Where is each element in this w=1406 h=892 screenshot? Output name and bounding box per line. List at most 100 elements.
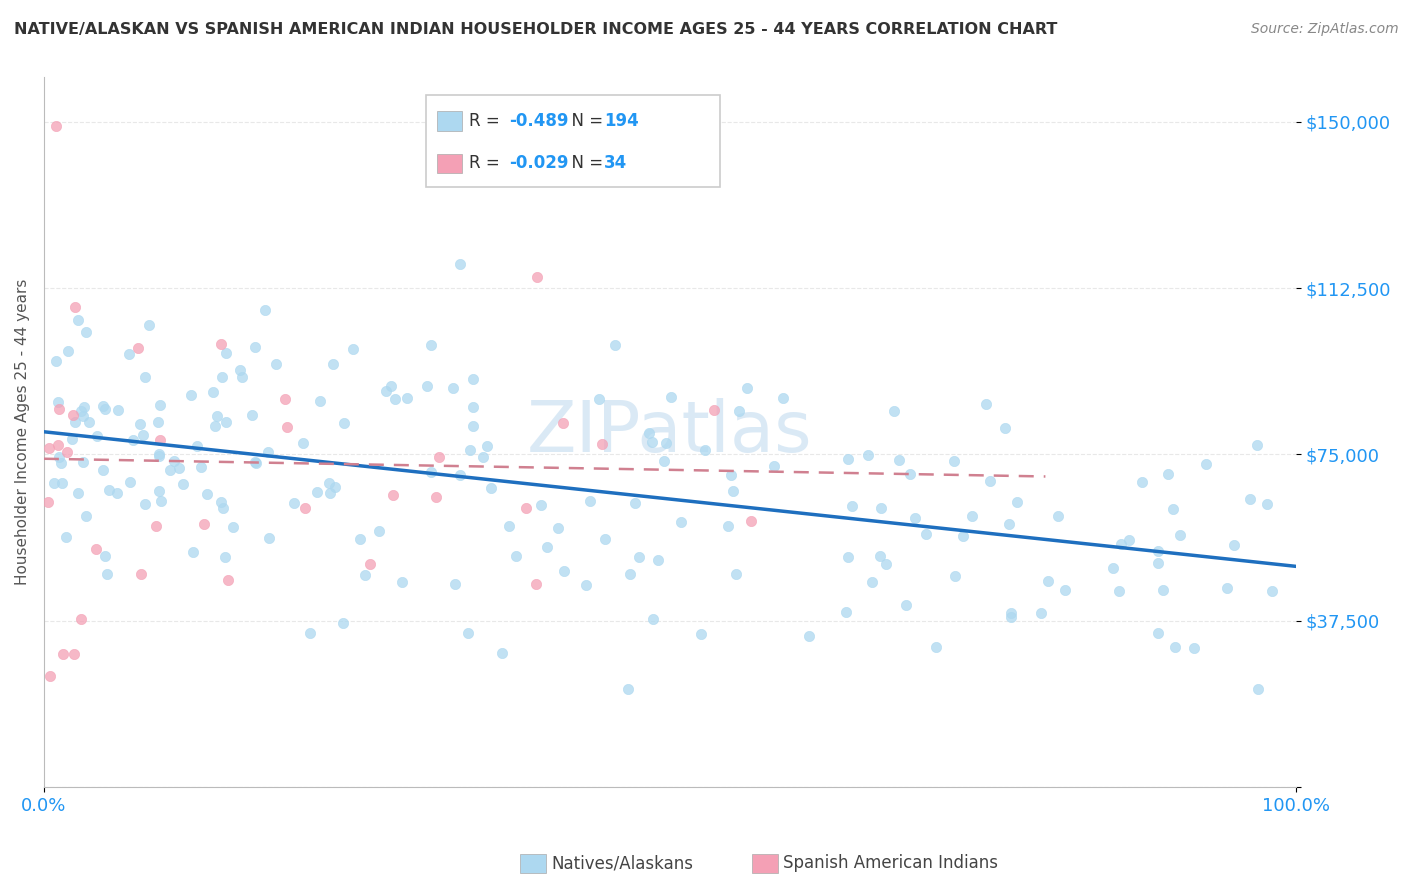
Point bbox=[391, 575, 413, 590]
Text: 34: 34 bbox=[605, 154, 627, 172]
Point bbox=[159, 463, 181, 477]
Point bbox=[70, 404, 93, 418]
Point bbox=[396, 391, 419, 405]
Point bbox=[52, 647, 75, 661]
Point bbox=[915, 527, 938, 541]
Point bbox=[65, 416, 87, 430]
Point bbox=[575, 578, 598, 592]
Point bbox=[856, 449, 879, 463]
Point bbox=[129, 566, 152, 581]
Point bbox=[1152, 583, 1174, 598]
Point bbox=[553, 564, 575, 578]
Point bbox=[924, 640, 946, 655]
Point bbox=[457, 626, 479, 640]
Point bbox=[471, 450, 494, 464]
Point bbox=[67, 486, 90, 500]
Point bbox=[1038, 574, 1060, 589]
Point bbox=[1147, 556, 1170, 570]
Point bbox=[1047, 508, 1070, 523]
Point bbox=[870, 500, 893, 515]
Text: R =: R = bbox=[470, 112, 505, 130]
Point bbox=[524, 577, 547, 591]
Point bbox=[214, 550, 236, 565]
Point bbox=[318, 475, 340, 490]
Point bbox=[46, 437, 69, 451]
Point bbox=[449, 467, 471, 482]
Point bbox=[875, 557, 897, 571]
Point bbox=[652, 453, 675, 467]
Point bbox=[419, 465, 441, 479]
Point bbox=[1261, 584, 1284, 599]
Point bbox=[1054, 583, 1077, 598]
Point bbox=[1157, 467, 1180, 482]
Point bbox=[207, 409, 229, 423]
Point bbox=[243, 340, 266, 354]
Point bbox=[1161, 501, 1184, 516]
Point bbox=[209, 337, 232, 351]
Point bbox=[960, 508, 983, 523]
Point bbox=[38, 442, 60, 456]
Point bbox=[1101, 561, 1123, 575]
Point bbox=[994, 420, 1017, 434]
Point bbox=[148, 484, 170, 499]
Point bbox=[1029, 606, 1052, 620]
Text: NATIVE/ALASKAN VS SPANISH AMERICAN INDIAN HOUSEHOLDER INCOME AGES 25 - 44 YEARS : NATIVE/ALASKAN VS SPANISH AMERICAN INDIA… bbox=[14, 22, 1057, 37]
Point bbox=[77, 415, 100, 429]
Point bbox=[190, 460, 212, 475]
Y-axis label: Householder Income Ages 25 - 44 years: Householder Income Ages 25 - 44 years bbox=[15, 279, 30, 585]
Point bbox=[835, 605, 858, 619]
Text: -0.489: -0.489 bbox=[509, 112, 568, 130]
Point bbox=[349, 533, 371, 547]
Point bbox=[628, 550, 651, 565]
Point bbox=[1108, 584, 1130, 599]
Point bbox=[298, 626, 321, 640]
Point bbox=[62, 408, 84, 422]
Point bbox=[529, 498, 551, 512]
Point bbox=[617, 682, 640, 697]
Point bbox=[723, 484, 745, 499]
Point bbox=[204, 418, 226, 433]
Point bbox=[427, 450, 450, 464]
Point bbox=[841, 500, 863, 514]
Point bbox=[257, 531, 280, 545]
Point bbox=[1000, 606, 1022, 620]
Point bbox=[643, 612, 665, 626]
Point bbox=[943, 568, 966, 582]
Point bbox=[273, 392, 295, 406]
Point bbox=[201, 384, 224, 399]
Point bbox=[257, 445, 280, 459]
Point bbox=[322, 357, 344, 371]
Point bbox=[96, 567, 118, 582]
Point bbox=[690, 627, 713, 641]
Point bbox=[276, 420, 298, 434]
Point bbox=[254, 303, 277, 318]
Point bbox=[623, 496, 645, 510]
Point bbox=[1256, 497, 1278, 511]
Point bbox=[70, 612, 93, 626]
Point bbox=[444, 576, 467, 591]
Point bbox=[228, 363, 250, 377]
Point bbox=[49, 456, 72, 470]
Point bbox=[772, 391, 794, 405]
Point bbox=[231, 369, 253, 384]
Point bbox=[172, 476, 194, 491]
Point bbox=[98, 483, 121, 497]
Point bbox=[67, 313, 90, 327]
Point bbox=[740, 514, 762, 528]
Point bbox=[127, 342, 149, 356]
Text: Source: ZipAtlas.com: Source: ZipAtlas.com bbox=[1251, 22, 1399, 37]
Point bbox=[217, 573, 239, 587]
Point bbox=[134, 370, 156, 384]
Point bbox=[979, 474, 1001, 488]
Point bbox=[505, 549, 527, 564]
Point bbox=[63, 300, 86, 314]
Point bbox=[368, 524, 391, 538]
Point bbox=[72, 455, 94, 469]
Point bbox=[952, 529, 974, 543]
Point bbox=[215, 346, 238, 360]
Point bbox=[62, 647, 84, 661]
Point bbox=[332, 615, 354, 630]
Point bbox=[717, 519, 740, 533]
Point bbox=[37, 495, 59, 509]
Point bbox=[380, 379, 402, 393]
